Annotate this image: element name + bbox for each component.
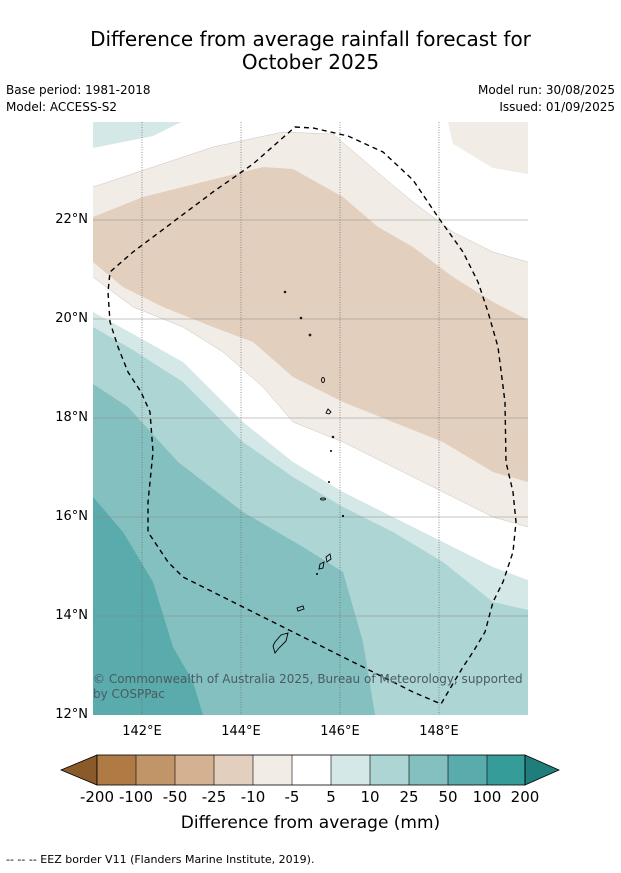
colorbar-seg-4: [214, 755, 253, 785]
meta-right: Model run: 30/08/2025 Issued: 01/09/2025: [478, 82, 615, 116]
colorbar-tick: 200: [510, 788, 540, 806]
colorbar-seg-9: [409, 755, 448, 785]
colorbar-seg-7: [331, 755, 370, 785]
issued-date: Issued: 01/09/2025: [499, 100, 615, 114]
colorbar-seg-6: [292, 755, 331, 785]
lon-label-146e: 146°E: [320, 724, 360, 739]
map-grid: [93, 219, 528, 617]
lat-label-14n: 14°N: [55, 608, 88, 623]
band-wet-topleft: [93, 122, 181, 148]
title-line-1: Difference from average rainfall forecas…: [90, 27, 531, 51]
lat-label-16n: 16°N: [55, 509, 88, 524]
lat-label-22n: 22°N: [55, 212, 88, 227]
model-run: Model run: 30/08/2025: [477, 83, 615, 97]
base-period: Base period: 1981-2018: [6, 83, 151, 97]
colorbar-min-arrow: [60, 754, 98, 786]
eez-border: [107, 126, 517, 705]
colorbar: [60, 754, 560, 786]
colorbar-seg-11: [487, 755, 525, 785]
colorbar-tick: -50: [162, 788, 188, 806]
colorbar-tick: 100: [472, 788, 502, 806]
lon-label-148e: 148°E: [419, 724, 459, 739]
colorbar-tick: 25: [399, 788, 419, 806]
colorbar-tick: -10: [240, 788, 266, 806]
colorbar-tick: 10: [360, 788, 380, 806]
lat-label-20n: 20°N: [55, 311, 88, 326]
colorbar-seg-1: [97, 755, 136, 785]
meta-left: Base period: 1981-2018 Model: ACCESS-S2: [6, 82, 151, 116]
colorbar-tick: -200: [79, 788, 115, 806]
eez-footnote: -- -- -- EEZ border V11 (Flanders Marine…: [6, 853, 315, 866]
lat-label-18n: 18°N: [55, 410, 88, 425]
colorbar-tick: 50: [438, 788, 458, 806]
colorbar-seg-2: [136, 755, 175, 785]
lon-label-144e: 144°E: [221, 724, 261, 739]
rainfall-map: [93, 122, 528, 715]
colorbar-seg-5: [253, 755, 292, 785]
colorbar-label: Difference from average (mm): [180, 813, 441, 833]
colorbar-max-arrow: [524, 754, 560, 786]
islands: [272, 290, 345, 654]
colorbar-tick: -100: [118, 788, 154, 806]
map-title: Difference from average rainfall forecas…: [0, 28, 621, 74]
colorbar-seg-10: [448, 755, 487, 785]
lat-label-12n: 12°N: [55, 707, 88, 722]
copyright-notice: © Commonwealth of Australia 2025, Bureau…: [93, 672, 523, 701]
band-dry-topright: [448, 122, 528, 174]
model-name: Model: ACCESS-S2: [6, 100, 118, 114]
title-line-2: October 2025: [241, 50, 380, 74]
band-neg10-neg25: [93, 167, 528, 482]
lon-label-142e: 142°E: [122, 724, 162, 739]
colorbar-seg-8: [370, 755, 409, 785]
band-50-100: [93, 497, 203, 715]
colorbar-tick: 5: [326, 788, 336, 806]
colorbar-seg-3: [175, 755, 214, 785]
colorbar-tick: -5: [284, 788, 300, 806]
colorbar-tick: -25: [201, 788, 227, 806]
